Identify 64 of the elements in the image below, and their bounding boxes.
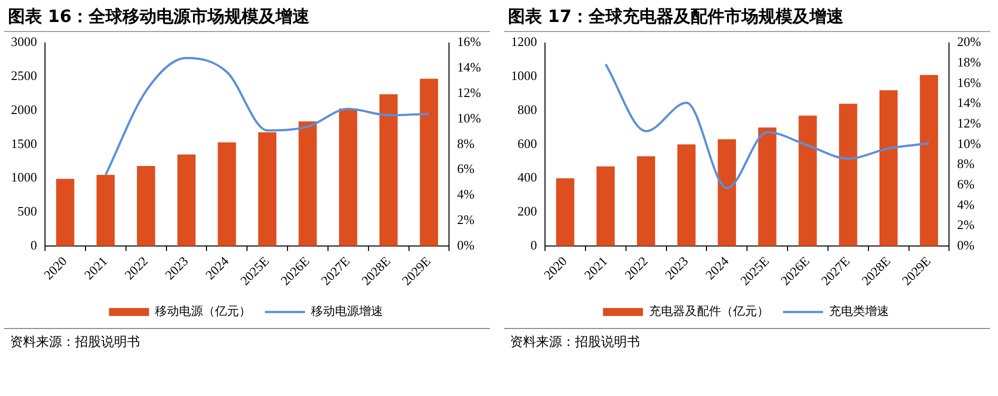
bar <box>718 139 736 246</box>
bar <box>758 127 776 246</box>
bar <box>596 166 615 246</box>
y-tick-label: 800 <box>518 102 537 117</box>
bar <box>879 90 898 246</box>
y-tick-label: 3000 <box>11 34 37 50</box>
chart-title: 图表 16：全球移动电源市场规模及增速 <box>4 0 490 32</box>
bar <box>177 154 196 246</box>
y-tick-label: 2000 <box>11 102 37 117</box>
y2-tick-label: 6% <box>957 176 975 192</box>
legend-label: 移动电源增速 <box>311 304 383 318</box>
bar <box>96 174 115 246</box>
y2-tick-label: 8% <box>457 136 475 151</box>
bar <box>218 142 236 246</box>
bar <box>298 121 317 246</box>
bar <box>136 166 156 246</box>
y2-tick-label: 10% <box>457 110 482 126</box>
line-series <box>604 63 930 190</box>
bar <box>556 178 574 246</box>
bar <box>379 94 398 246</box>
y-tick-label: 500 <box>18 204 37 219</box>
bar <box>798 116 817 246</box>
bar <box>920 74 938 246</box>
y-tick-label: 2500 <box>11 68 37 84</box>
y2-tick-label: 4% <box>457 186 475 202</box>
y-tick-label: 0 <box>530 237 537 252</box>
y2-tick-label: 8% <box>957 156 975 172</box>
y-tick-label: 200 <box>518 204 537 219</box>
y2-tick-label: 14% <box>457 60 482 75</box>
y2-tick-label: 0% <box>457 237 475 252</box>
line-series <box>104 56 430 176</box>
y2-tick-label: 18% <box>957 54 982 70</box>
y-tick-label: 400 <box>518 170 537 185</box>
y2-tick-label: 2% <box>457 212 475 227</box>
bar <box>339 108 358 246</box>
text: 资料来源：招股说明书 <box>10 333 141 351</box>
bar <box>636 156 656 246</box>
y2-tick-label: 2% <box>957 217 975 232</box>
text: 资料来源：招股说明书 <box>510 333 641 351</box>
y-tick-label: 1000 <box>11 170 37 185</box>
y2-tick-label: 16% <box>957 74 982 90</box>
legend-label: 移动电源（亿元） <box>155 304 251 318</box>
y2-tick-label: 4% <box>957 196 975 212</box>
y2-tick-label: 20% <box>957 34 982 50</box>
y2-tick-label: 14% <box>957 95 982 110</box>
legend-label: 充电器及配件（亿元） <box>649 304 769 318</box>
y-tick-label: 1500 <box>11 136 37 151</box>
y2-tick-label: 0% <box>957 237 975 252</box>
bar <box>56 178 74 246</box>
y-tick-label: 600 <box>518 136 537 151</box>
bar <box>839 104 858 246</box>
bar <box>420 78 438 246</box>
y2-tick-label: 6% <box>457 161 475 176</box>
bar <box>677 144 696 246</box>
y2-tick-label: 12% <box>457 85 482 100</box>
legend-label: 充电类增速 <box>829 304 889 318</box>
y2-tick-label: 10% <box>957 136 982 151</box>
y-tick-label: 1000 <box>511 68 537 84</box>
chart-title: 图表 17：全球充电器及配件市场规模及增速 <box>504 0 990 32</box>
y2-tick-label: 16% <box>457 34 482 50</box>
y-tick-label: 1200 <box>511 34 537 50</box>
y-tick-label: 0 <box>30 237 37 252</box>
bar <box>258 132 276 246</box>
y2-tick-label: 12% <box>957 115 982 130</box>
